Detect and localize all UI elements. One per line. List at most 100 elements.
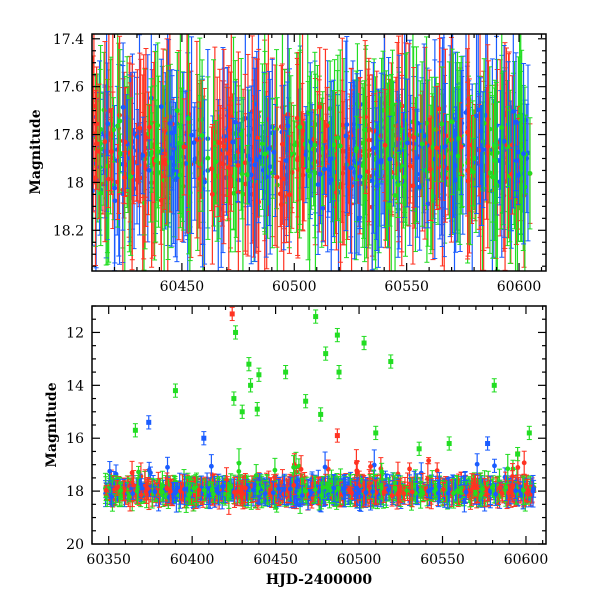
top-data-point	[266, 146, 272, 151]
top-data-point	[135, 134, 141, 140]
top-data-point	[347, 151, 353, 157]
top-data-point	[453, 131, 458, 137]
bottom-data-point	[407, 466, 412, 472]
top-data-point	[366, 137, 372, 143]
top-data-point	[226, 165, 232, 170]
top-data-point	[407, 163, 413, 169]
top-data-point	[122, 175, 128, 181]
top-y-tick-label: 17.4	[53, 32, 84, 48]
top-data-point	[109, 149, 114, 154]
top-data-point	[183, 161, 189, 166]
top-data-point	[433, 127, 439, 132]
top-data-point	[128, 174, 134, 180]
top-data-point	[378, 159, 384, 165]
top-y-tick-label: 17.8	[53, 128, 84, 144]
top-data-point	[480, 147, 486, 153]
top-data-point	[232, 119, 238, 125]
top-data-point	[411, 135, 417, 140]
top-data-point	[513, 119, 519, 125]
top-data-point	[189, 132, 194, 138]
top-data-point	[143, 135, 149, 140]
top-data-point	[499, 125, 505, 130]
top-plot-frame	[91, 33, 547, 272]
top-data-point	[487, 170, 493, 176]
top-data-point	[115, 179, 120, 185]
top-data-point	[247, 156, 253, 162]
top-data-point	[259, 141, 265, 147]
top-data-point	[158, 104, 164, 110]
top-y-axis-title: Magnitude	[28, 109, 44, 194]
top-light-curve-panel: 60450 60500 60550 60600 17.4 17.6 17.8 18 18.2 M…	[28, 32, 547, 295]
top-data-point	[395, 182, 401, 188]
top-data-point	[357, 174, 363, 180]
top-data-marks	[92, 34, 533, 271]
top-data-point	[167, 121, 173, 126]
top-data-point	[177, 172, 183, 178]
top-data-point	[267, 164, 273, 170]
top-data-point	[335, 135, 341, 141]
top-data-point	[255, 135, 260, 141]
top-data-point	[380, 107, 386, 113]
top-data-point	[262, 151, 268, 157]
top-data-point	[439, 121, 445, 127]
top-data-point	[123, 115, 129, 121]
bottom-data-marks	[102, 306, 537, 515]
top-y-tick-label: 18.2	[53, 223, 84, 239]
top-data-point	[98, 190, 104, 196]
top-data-point	[437, 106, 442, 112]
top-x-tick-label: 60600	[497, 279, 542, 295]
top-data-point	[191, 140, 197, 146]
top-data-point	[527, 170, 533, 176]
bottom-data-point	[322, 464, 328, 470]
top-data-point	[427, 166, 433, 172]
top-data-point	[177, 124, 183, 130]
top-data-point	[242, 160, 248, 166]
top-data-point	[434, 145, 440, 151]
top-data-point	[147, 124, 152, 130]
top-data-point	[172, 145, 177, 151]
top-data-point	[515, 173, 521, 178]
top-y-tick-label: 17.6	[53, 80, 84, 96]
top-data-point	[337, 143, 343, 149]
top-data-point	[421, 133, 427, 139]
bottom-data-point	[368, 464, 373, 469]
top-data-point	[339, 122, 345, 128]
top-data-point	[209, 191, 215, 197]
top-data-point	[343, 133, 349, 139]
top-data-point	[271, 149, 277, 155]
top-data-point	[205, 155, 211, 161]
top-data-point	[509, 142, 515, 148]
top-data-point	[120, 104, 126, 110]
top-data-point	[387, 156, 393, 162]
top-data-point	[492, 157, 498, 163]
top-data-point	[140, 153, 146, 158]
top-data-point	[320, 205, 326, 211]
top-data-point	[475, 107, 481, 113]
top-data-point	[281, 176, 287, 182]
top-data-point	[161, 177, 167, 183]
top-data-point	[122, 139, 128, 145]
top-data-point	[186, 116, 191, 121]
top-data-point	[490, 174, 496, 180]
top-data-point	[101, 107, 107, 113]
top-x-tick-label: 60450	[160, 279, 205, 295]
top-data-point	[485, 143, 491, 149]
top-data-point	[392, 193, 398, 198]
top-data-point	[370, 145, 376, 151]
top-data-point	[199, 133, 205, 138]
top-data-point	[162, 161, 168, 167]
top-data-point	[279, 141, 285, 147]
top-data-point	[254, 157, 260, 163]
top-data-point	[425, 201, 431, 207]
top-data-point	[112, 198, 118, 204]
top-data-point	[354, 145, 359, 151]
top-data-point	[117, 118, 123, 124]
top-data-point	[252, 162, 258, 168]
top-data-point	[414, 155, 420, 161]
top-data-point	[449, 119, 455, 125]
top-data-point	[312, 142, 318, 148]
top-data-point	[197, 176, 203, 182]
top-data-point	[217, 140, 223, 146]
top-data-point	[297, 124, 303, 130]
top-data-point	[374, 183, 380, 189]
